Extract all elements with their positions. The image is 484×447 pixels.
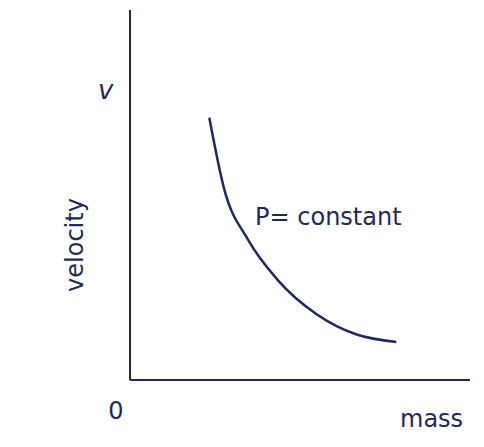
- html-text:mass: mass: [400, 405, 464, 433]
- html-text:velocity: velocity: [61, 198, 89, 292]
- svg-text:0: 0: [108, 397, 123, 425]
- html-text:v: v: [98, 74, 114, 105]
- svg-text:P= constant: P= constant: [255, 203, 402, 231]
